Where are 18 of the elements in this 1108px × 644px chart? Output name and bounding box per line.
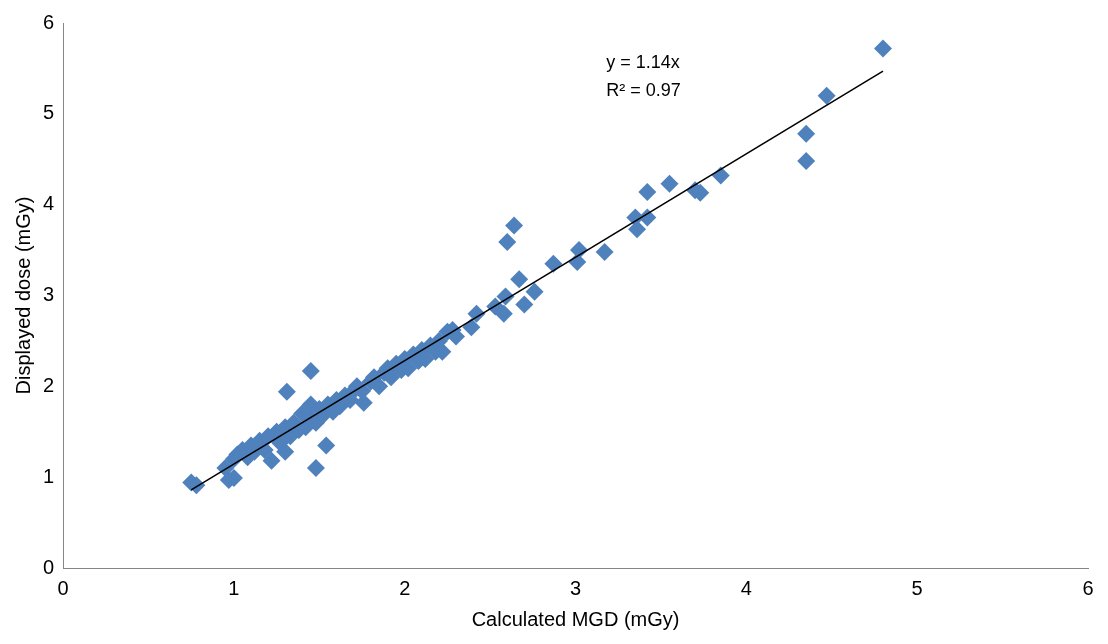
y-tick-label: 3 (43, 283, 55, 306)
y-tick-label: 4 (43, 192, 55, 215)
x-tick-label: 0 (57, 576, 69, 599)
x-axis-title: Calculated MGD (mGy) (471, 607, 680, 630)
y-tick-label: 0 (43, 555, 55, 578)
y-tick-label: 1 (43, 464, 55, 487)
annotation: y = 1.14x (606, 51, 680, 72)
x-tick-label: 4 (740, 576, 752, 599)
y-tick-label: 6 (43, 10, 55, 33)
y-axis-title: Displayed dose (mGy) (11, 196, 34, 395)
y-tick-label: 2 (43, 373, 55, 396)
x-tick-label: 3 (570, 576, 582, 599)
x-tick-label: 5 (911, 576, 923, 599)
annotation: R² = 0.97 (606, 79, 681, 100)
x-tick-label: 2 (399, 576, 411, 599)
y-tick-label: 5 (43, 101, 55, 124)
x-tick-label: 6 (1082, 576, 1094, 599)
x-tick-label: 1 (228, 576, 240, 599)
